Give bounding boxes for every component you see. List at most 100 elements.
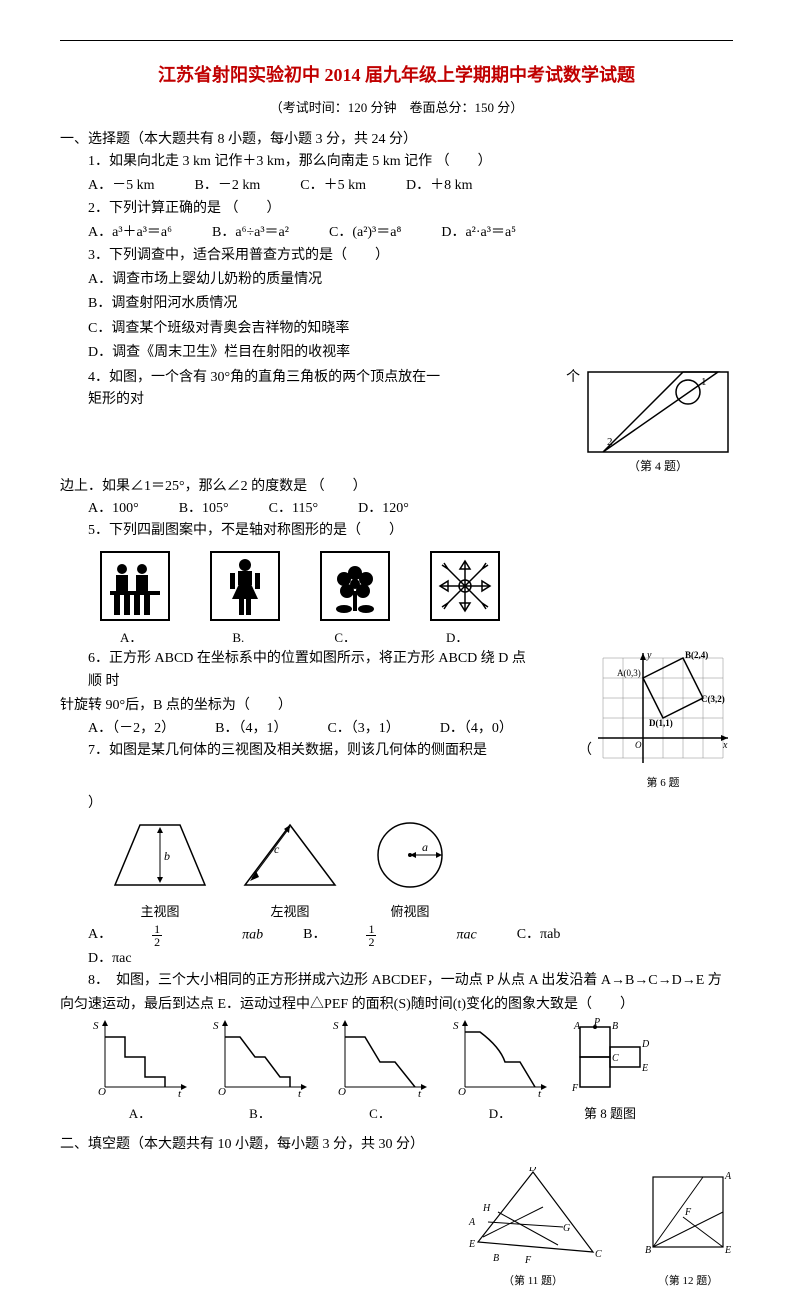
q3-opt-b: B．调查射阳河水质情况 <box>88 293 733 315</box>
q2-opt-a: A．a³＋a³＝a⁶ <box>88 222 172 244</box>
svg-text:B(2,4): B(2,4) <box>685 650 708 660</box>
q7-main-view-icon: b <box>110 815 210 895</box>
q4-opt-d: D．120° <box>358 498 409 520</box>
svg-text:y: y <box>646 650 652 661</box>
q8-opt-b: B． <box>210 1104 310 1125</box>
section-1-header: 一、选择题（本大题共有 8 小题，每小题 3 分，共 24 分） <box>60 129 733 151</box>
q5-opt-b: B. <box>232 628 244 649</box>
fig-12-caption: （第 12 题） <box>643 1273 733 1291</box>
q7-opt-b: B．12πac <box>303 923 477 948</box>
q6-opt-a: A．（－2，2） <box>88 718 175 740</box>
q6-caption: 第 6 题 <box>593 775 733 793</box>
q7-views: b 主视图 c 左视图 a 俯视图 <box>110 815 733 923</box>
svg-text:b: b <box>164 849 170 863</box>
q4-line2: 边上．如果∠1＝25°，那么∠2 的度数是 （ ） <box>60 476 733 498</box>
svg-text:E: E <box>468 1239 475 1250</box>
svg-text:C: C <box>595 1249 602 1260</box>
q8-graphs: S O t A． S O t B． S O t C． <box>90 1017 733 1125</box>
q5-options: A． B. C． D． <box>120 628 733 649</box>
q7-view-top: 俯视图 <box>370 902 450 923</box>
q4-opt-b: B．105° <box>179 498 229 520</box>
q7-opt-d: D．πac <box>88 948 172 970</box>
q7-options: A．12πab B．12πac C．πab D．πac <box>88 923 733 970</box>
q4-figure: 1 2 （第 4 题） <box>583 367 733 476</box>
q6-opt-b: B．（4，1） <box>215 718 287 740</box>
q7-opt-c: C．πab <box>517 924 601 946</box>
q1-options: A．－5 km B．－2 km C．＋5 km D．＋8 km <box>88 175 733 197</box>
q5-opt-a: A． <box>120 628 142 649</box>
svg-text:S: S <box>213 1020 219 1032</box>
q3-opt-c: C．调查某个班级对青奥会吉祥物的知晓率 <box>88 318 733 340</box>
q8-graph-d: S O t <box>450 1017 550 1097</box>
svg-text:A: A <box>724 1171 732 1182</box>
bottom-figures: D A E B F G C H （第 11 题） A B E F （第 12 题… <box>60 1167 733 1291</box>
q5-images <box>100 551 733 628</box>
q6-opt-d: D．（4，0） <box>440 718 513 740</box>
q2-options: A．a³＋a³＝a⁶ B．a⁶÷a³＝a² C．(a²)³＝a⁸ D．a²·a³… <box>88 222 733 244</box>
q2-opt-c: C．(a²)³＝a⁸ <box>329 222 401 244</box>
q8-opt-d: D． <box>450 1104 550 1125</box>
svg-text:D: D <box>528 1167 537 1174</box>
q5-icon-a <box>100 551 170 621</box>
q7-opt-a: A．12πab <box>88 923 263 948</box>
q3-opt-d: D．调查《周末卫生》栏目在射阳的收视率 <box>88 342 733 364</box>
svg-text:H: H <box>482 1203 491 1214</box>
q5-opt-d: D． <box>446 628 468 649</box>
q8-graph-a: S O t <box>90 1017 190 1097</box>
q3-stem: 3．下列调查中，适合采用普查方式的是（ ） <box>88 245 733 267</box>
q4-options: A．100° B．105° C．115° D．120° <box>88 498 733 520</box>
svg-text:B: B <box>645 1245 651 1256</box>
q6-figure: O x y A(0,3) B(2,4) C(3,2) D(1,1) 第 6 题 <box>593 648 733 792</box>
fig-11-caption: （第 11 题） <box>463 1273 603 1291</box>
svg-text:O: O <box>98 1086 106 1097</box>
q8-stem1: 8． 如图，三个大小相同的正方形拼成六边形 ABCDEF，一动点 P 从点 A … <box>88 970 733 992</box>
q2-stem: 2．下列计算正确的是 （ ） <box>88 198 733 220</box>
q8-graph-b: S O t <box>210 1017 310 1097</box>
q1-stem: 1．如果向北走 3 km 记作＋3 km，那么向南走 5 km 记作 （ ） <box>88 151 733 173</box>
svg-text:c: c <box>274 842 280 856</box>
q7-top-view-icon: a <box>370 815 450 895</box>
q8-hexagon-icon: A B D E C F P <box>570 1017 650 1097</box>
q8-opt-a: A． <box>90 1104 190 1125</box>
svg-text:2: 2 <box>607 436 613 448</box>
q8-opt-c: C． <box>330 1104 430 1125</box>
svg-text:x: x <box>722 740 728 751</box>
section-2-header: 二、填空题（本大题共有 10 小题，每小题 3 分，共 30 分） <box>60 1134 733 1156</box>
svg-text:O: O <box>338 1086 346 1097</box>
svg-text:F: F <box>571 1083 579 1094</box>
svg-text:O: O <box>635 740 642 750</box>
q5-stem: 5．下列四副图案中，不是轴对称图形的是（ ） <box>88 520 733 542</box>
fig-11-icon: D A E B F G C H <box>463 1167 603 1267</box>
q5-icon-c <box>320 551 390 621</box>
q2-opt-d: D．a²·a³＝a⁵ <box>441 222 516 244</box>
q8-caption: 第 8 题图 <box>570 1104 650 1125</box>
svg-text:C(3,2): C(3,2) <box>701 694 725 704</box>
q6-options: A．（－2，2） B．（4，1） C．（3，1） D．（4，0） <box>88 718 593 740</box>
q4-caption: （第 4 题） <box>583 457 733 476</box>
q5-icon-b <box>210 551 280 621</box>
q7-view-left: 左视图 <box>240 902 340 923</box>
svg-text:A(0,3): A(0,3) <box>617 668 641 678</box>
svg-text:B: B <box>493 1253 499 1264</box>
q1-opt-c: C．＋5 km <box>300 175 366 197</box>
q1-opt-d: D．＋8 km <box>406 175 473 197</box>
svg-text:S: S <box>453 1020 459 1032</box>
exam-title: 江苏省射阳实验初中 2014 届九年级上学期期中考试数学试题 <box>60 61 733 90</box>
svg-text:O: O <box>458 1086 466 1097</box>
svg-text:C: C <box>612 1053 619 1064</box>
svg-text:B: B <box>612 1021 618 1032</box>
q4-opt-c: C．115° <box>269 498 318 520</box>
svg-text:a: a <box>422 840 428 854</box>
exam-subtitle: （考试时间：120 分钟 卷面总分：150 分） <box>60 98 733 119</box>
q8-graph-c: S O t <box>330 1017 430 1097</box>
svg-text:E: E <box>724 1245 731 1256</box>
q3-opt-a: A．调查市场上婴幼儿奶粉的质量情况 <box>88 269 733 291</box>
q5-icon-d <box>430 551 500 621</box>
q7-left-view-icon: c <box>240 815 340 895</box>
svg-text:S: S <box>93 1020 99 1032</box>
svg-text:D(1,1): D(1,1) <box>649 718 673 728</box>
svg-text:G: G <box>563 1223 570 1234</box>
svg-text:1: 1 <box>701 376 707 388</box>
q8-stem2: 向匀速运动，最后到达点 E．运动过程中△PEF 的面积(S)随时间(t)变化的图… <box>60 994 733 1016</box>
svg-text:A: A <box>573 1021 581 1032</box>
